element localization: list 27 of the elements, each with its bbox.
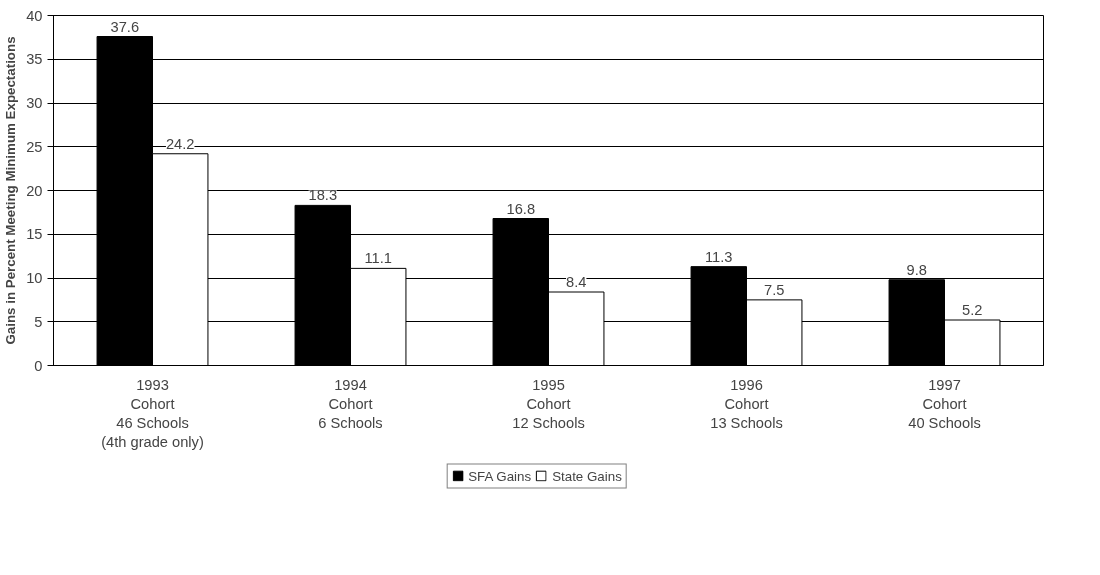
x-tick-label: 1994 Cohort 6 Schools bbox=[318, 376, 383, 431]
data-label: 24.2 bbox=[165, 135, 195, 152]
y-tick-label: 30 bbox=[26, 95, 43, 111]
data-label: 7.5 bbox=[764, 281, 785, 298]
y-axis-title: Gains in Percent Meeting Minimum Expectations bbox=[3, 36, 19, 345]
y-tick-label: 15 bbox=[26, 226, 43, 243]
legend-label: State Gains bbox=[552, 468, 622, 483]
data-label: 11.1 bbox=[364, 250, 392, 267]
data-label: 8.4 bbox=[566, 274, 587, 290]
y-tick-label: 0 bbox=[34, 357, 43, 374]
y-tick-label: 35 bbox=[26, 51, 43, 68]
data-label: 37.6 bbox=[110, 18, 140, 35]
legend-label: SFA Gains bbox=[468, 468, 532, 483]
x-tick-label: 1997 Cohort 40 Schools bbox=[908, 376, 981, 431]
y-tick-label: 5 bbox=[34, 313, 43, 330]
data-label: 9.8 bbox=[906, 261, 927, 278]
data-label: 11.3 bbox=[705, 248, 733, 265]
y-tick-label: 25 bbox=[26, 138, 43, 155]
y-tick-label: 40 bbox=[26, 7, 43, 24]
x-tick-label: 1993 Cohort 46 Schools (4th grade only) bbox=[101, 376, 204, 451]
x-tick-label: 1996 Cohort 13 Schools bbox=[710, 376, 783, 431]
data-label: 5.2 bbox=[962, 302, 983, 318]
x-tick-label: 1995 Cohort 12 Schools bbox=[512, 376, 585, 431]
y-tick-label: 20 bbox=[26, 182, 43, 199]
y-tick-label: 10 bbox=[26, 270, 43, 286]
data-label: 16.8 bbox=[506, 200, 536, 217]
data-label: 18.3 bbox=[308, 187, 338, 204]
